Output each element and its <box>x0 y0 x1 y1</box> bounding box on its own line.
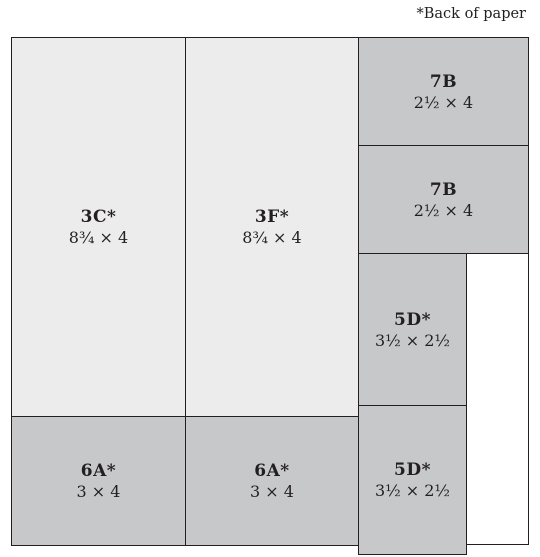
piece-size: 2½ × 4 <box>413 200 474 220</box>
piece-size: 2½ × 4 <box>413 92 474 112</box>
piece-code: 3F* <box>254 207 290 227</box>
piece-code: 5D* <box>394 460 431 480</box>
piece-size: 3½ × 2½ <box>375 481 450 500</box>
piece-3f: 3F* 8¾ × 4 <box>185 37 359 417</box>
back-of-paper-note: *Back of paper <box>416 6 527 22</box>
piece-size: 8¾ × 4 <box>242 228 302 247</box>
piece-6a-left: 6A* 3 × 4 <box>11 416 186 546</box>
piece-size: 3½ × 2½ <box>375 330 450 350</box>
piece-code: 7B <box>429 71 458 92</box>
piece-5d-top: 5D* 3½ × 2½ <box>358 253 467 406</box>
piece-code: 6A* <box>80 461 117 481</box>
piece-7b-bottom: 7B 2½ × 4 <box>358 145 529 254</box>
piece-size: 3 × 4 <box>250 482 294 501</box>
piece-code: 6A* <box>254 461 290 481</box>
piece-code: 7B <box>429 179 458 200</box>
piece-5d-bottom: 5D* 3½ × 2½ <box>358 405 467 555</box>
piece-size: 8¾ × 4 <box>68 228 129 247</box>
piece-code: 3C* <box>80 207 117 227</box>
piece-6a-right: 6A* 3 × 4 <box>185 416 359 546</box>
piece-size: 3 × 4 <box>76 482 121 501</box>
piece-7b-top: 7B 2½ × 4 <box>358 37 529 146</box>
piece-3c: 3C* 8¾ × 4 <box>11 37 186 417</box>
piece-code: 5D* <box>394 309 431 330</box>
